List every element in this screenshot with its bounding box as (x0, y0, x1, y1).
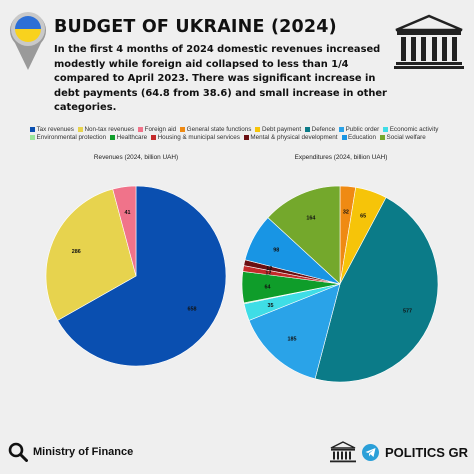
pie-slice-label: 12 (265, 271, 271, 277)
pie-slice-label: 41 (125, 210, 131, 216)
chart-legend: Tax revenues Non-tax revenues Foreign aid G… (30, 126, 450, 143)
ukraine-flag-pin-icon (10, 12, 46, 70)
pie-slice (267, 185, 341, 285)
legend-label: Defence (311, 126, 336, 133)
legend-swatch (339, 126, 345, 132)
legend-swatch (383, 126, 389, 132)
legend-swatch (30, 126, 35, 132)
pie-slice-label: 64 (265, 284, 271, 290)
legend-label: Healthcare (116, 134, 148, 142)
legend-item: General state functions (180, 126, 251, 134)
legend-swatch (151, 134, 157, 140)
legend-label: Social welfare (386, 134, 426, 142)
pie-slice (112, 185, 137, 277)
legend-swatch (341, 134, 347, 140)
pie-slice (57, 185, 227, 367)
legend-label: Housing & municipal services (157, 134, 240, 142)
magnifier-icon (8, 442, 28, 462)
source-label: Ministry of Finance (33, 446, 134, 458)
telegram-icon (362, 443, 379, 461)
legend-item: Education (341, 134, 377, 142)
pie-slice (45, 188, 137, 321)
page-subtitle: In the first 4 months of 2024 domestic r… (54, 44, 387, 114)
legend-item: Housing & municipal services (151, 134, 240, 142)
pie-slice-label: 12 (266, 266, 272, 272)
pie-slice-label: 577 (403, 308, 412, 314)
pie-slice-label: 65 (360, 213, 366, 219)
legend-swatch (138, 126, 144, 132)
parliament-building-icon (394, 14, 464, 69)
legend-label: General state functions (186, 126, 252, 133)
legend-label: Non-tax revenues (84, 126, 135, 133)
revenues-pie-chart: 658 286 41 (45, 185, 227, 367)
legend-swatch (30, 134, 35, 140)
legend-label: Tax revenues (36, 126, 74, 133)
legend-swatch (243, 134, 249, 140)
page-title: BUDGET OF UKRAINE (2024) (54, 17, 337, 37)
legend-swatch (305, 126, 311, 132)
brand-label: POLITICS GR (385, 444, 469, 460)
pie-slice-label: 98 (273, 247, 279, 253)
legend-item: Social welfare (380, 134, 426, 142)
legend-label: Mental & physical development (250, 134, 338, 142)
legend-swatch (255, 126, 261, 132)
legend-label: Public order (345, 126, 380, 133)
pie-slice-label: 286 (72, 249, 81, 255)
pie-slice-label: 658 (187, 307, 196, 313)
legend-item: Healthcare (110, 134, 147, 142)
expenditures-chart-title: Expenditures (2024, billion UAH) (294, 154, 388, 161)
legend-item: Tax revenues (30, 126, 74, 134)
legend-item: Mental & physical development (243, 134, 338, 142)
legend-item: Public order (339, 126, 379, 134)
pie-slice-label: 164 (306, 216, 315, 222)
brand-credit: POLITICS GR (330, 441, 468, 463)
pie-slice-label: 32 (343, 210, 349, 216)
legend-swatch (180, 126, 186, 132)
legend-swatch (380, 134, 386, 140)
legend-label: Education (348, 134, 377, 142)
legend-swatch (77, 126, 83, 132)
legend-item: Foreign aid (138, 126, 176, 134)
legend-item: Debt payment (255, 126, 301, 134)
legend-item: Environmental protection (30, 134, 106, 142)
source-credit: Ministry of Finance (8, 442, 133, 462)
legend-label: Foreign aid (144, 126, 177, 133)
pie-slice (248, 283, 341, 380)
legend-label: Debt payment (261, 126, 302, 133)
pie-slice-label: 185 (287, 336, 296, 342)
parliament-building-small-icon (330, 441, 356, 463)
legend-item: Economic activity (383, 126, 438, 134)
legend-item: Non-tax revenues (77, 126, 135, 134)
legend-label: Environmental protection (36, 134, 107, 142)
legend-item: Defence (305, 126, 335, 134)
revenues-chart-title: Revenues (2024, billion UAH) (93, 154, 179, 161)
pie-slice-label: 35 (268, 303, 274, 309)
pie-slice (314, 197, 439, 383)
legend-swatch (110, 134, 116, 140)
legend-label: Economic activity (389, 126, 439, 133)
